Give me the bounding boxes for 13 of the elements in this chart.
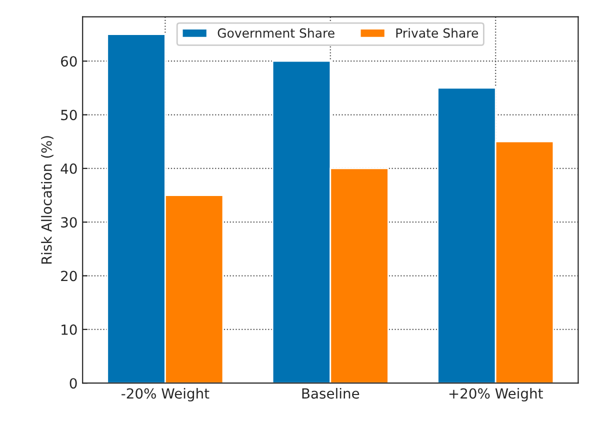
y-tick-label: 20 xyxy=(61,270,77,282)
legend-label: Private Share xyxy=(396,28,478,38)
legend-label: Government Share xyxy=(218,28,334,38)
y-tick-label: 40 xyxy=(60,163,77,174)
y-tick-label: 30 xyxy=(61,217,77,228)
y-tick-label: 10 xyxy=(62,324,77,335)
x-tick-label: -20% Weight xyxy=(122,388,210,402)
y-axis-title: Risk Allocation (%) xyxy=(41,136,54,264)
y-tick-label: 0 xyxy=(70,378,77,389)
x-tick-label: +20% Weight xyxy=(449,388,543,402)
y-tick-label: 50 xyxy=(61,110,77,120)
y-tick-label: 60 xyxy=(61,56,77,67)
x-tick-label: Baseline xyxy=(302,388,360,399)
